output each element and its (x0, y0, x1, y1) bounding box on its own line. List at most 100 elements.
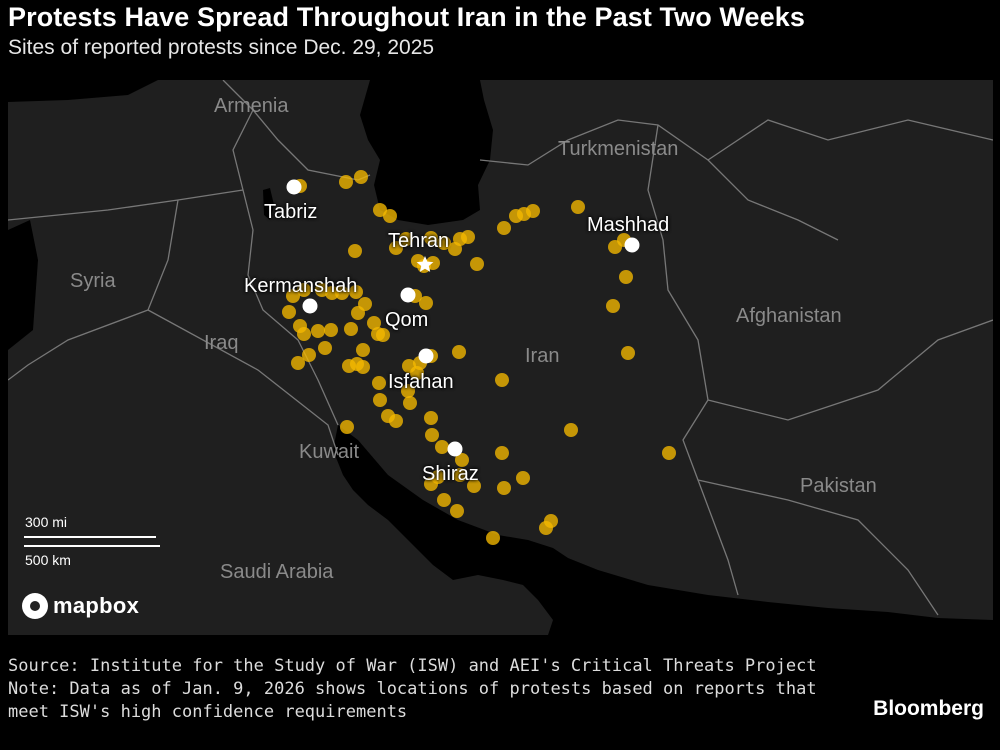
protest-site-marker (367, 316, 381, 330)
persian-gulf (333, 425, 993, 635)
protest-site-marker (467, 479, 481, 493)
protest-sites-layer (282, 170, 676, 545)
city-label-tehran: Tehran (388, 230, 450, 252)
source-line: Source: Institute for the Study of War (… (8, 656, 817, 676)
mapbox-logo-icon (22, 593, 48, 619)
protest-site-marker (403, 396, 417, 410)
protest-site-marker (358, 297, 372, 311)
protest-site-marker (424, 411, 438, 425)
protest-site-marker (324, 323, 338, 337)
protest-site-marker (455, 453, 469, 467)
protest-site-marker (344, 322, 358, 336)
protest-site-marker (426, 256, 440, 270)
protest-site-marker (461, 230, 475, 244)
protest-site-marker (606, 299, 620, 313)
country-label-saudi-arabia: Saudi Arabia (220, 561, 334, 583)
note-line-1: Note: Data as of Jan. 9, 2026 shows loca… (8, 679, 817, 699)
protest-site-marker (495, 373, 509, 387)
protest-site-marker (425, 428, 439, 442)
country-label-armenia: Armenia (214, 95, 289, 117)
protest-site-marker (348, 244, 362, 258)
country-label-iraq: Iraq (204, 332, 239, 354)
protest-site-marker (437, 493, 451, 507)
scale-bar-km (24, 545, 160, 547)
protest-site-marker (350, 357, 364, 371)
protest-site-marker (282, 305, 296, 319)
protest-site-marker (662, 446, 676, 460)
country-label-afghanistan: Afghanistan (736, 305, 842, 327)
country-label-turkmenistan: Turkmenistan (558, 138, 679, 160)
protest-site-marker (486, 531, 500, 545)
protest-site-marker (437, 236, 451, 250)
scale-label-miles: 300 mi (25, 514, 68, 530)
chart-title: Protests Have Spread Throughout Iran in … (8, 2, 805, 32)
protest-site-marker (335, 286, 349, 300)
protest-site-marker (419, 296, 433, 310)
country-label-kuwait: Kuwait (299, 441, 360, 463)
bloomberg-logo: Bloomberg (873, 697, 984, 720)
major-city-marker (400, 287, 416, 303)
protest-site-marker (452, 345, 466, 359)
protest-site-marker (373, 393, 387, 407)
protest-site-marker (383, 209, 397, 223)
map[interactable]: Armenia Turkmenistan Syria Iraq Iran Afg… (8, 80, 993, 635)
protest-site-marker (297, 283, 311, 297)
protest-site-marker (495, 446, 509, 460)
protest-site-marker (497, 481, 511, 495)
country-label-pakistan: Pakistan (800, 475, 877, 497)
protest-site-marker (311, 324, 325, 338)
major-city-marker (286, 179, 302, 195)
protest-site-marker (544, 514, 558, 528)
caspian-sea (360, 80, 493, 225)
protest-site-marker (424, 477, 438, 491)
scale-label-km: 500 km (25, 552, 71, 568)
country-borders (8, 80, 993, 616)
protest-site-marker (302, 348, 316, 362)
protest-site-marker (376, 328, 390, 342)
protest-site-marker (339, 175, 353, 189)
protest-site-marker (297, 327, 311, 341)
major-city-marker (302, 298, 318, 314)
mediterranean (8, 220, 38, 350)
protest-site-marker (389, 414, 403, 428)
lake-urmia (263, 188, 274, 220)
mapbox-attribution[interactable]: mapbox (22, 593, 139, 619)
city-label-isfahan: Isfahan (388, 371, 454, 393)
protest-site-marker (354, 170, 368, 184)
city-label-tabriz: Tabriz (264, 201, 318, 223)
protest-site-marker (349, 285, 363, 299)
protest-site-marker (470, 257, 484, 271)
protest-site-marker (356, 343, 370, 357)
protest-site-marker (291, 356, 305, 370)
note-line-2: meet ISW's high confidence requirements (8, 702, 408, 722)
capital-star-icon (416, 256, 434, 272)
city-label-mashhad: Mashhad (587, 214, 670, 236)
protest-site-marker (564, 423, 578, 437)
city-label-shiraz: Shiraz (422, 463, 479, 485)
protest-site-marker (450, 504, 464, 518)
protest-site-marker (399, 232, 413, 246)
black-sea (8, 80, 158, 102)
protest-site-marker (318, 341, 332, 355)
protest-site-marker (516, 471, 530, 485)
major-city-marker (418, 348, 434, 364)
protest-site-marker (526, 204, 540, 218)
country-label-iran: Iran (525, 345, 560, 367)
city-label-qom: Qom (385, 309, 429, 331)
protest-site-marker (389, 241, 403, 255)
protest-site-marker (571, 200, 585, 214)
major-city-marker (447, 441, 463, 457)
protest-site-marker (497, 221, 511, 235)
scale-bar-miles (24, 536, 156, 538)
country-label-syria: Syria (70, 270, 116, 292)
protest-site-marker (453, 468, 467, 482)
protest-site-marker (621, 346, 635, 360)
protest-site-marker (509, 209, 523, 223)
mapbox-wordmark: mapbox (53, 593, 140, 618)
protest-site-marker (619, 270, 633, 284)
protest-site-marker (448, 242, 462, 256)
protest-site-marker (435, 440, 449, 454)
protest-site-marker (340, 420, 354, 434)
city-label-kermanshah: Kermanshah (244, 275, 358, 297)
protest-site-marker (424, 231, 438, 245)
